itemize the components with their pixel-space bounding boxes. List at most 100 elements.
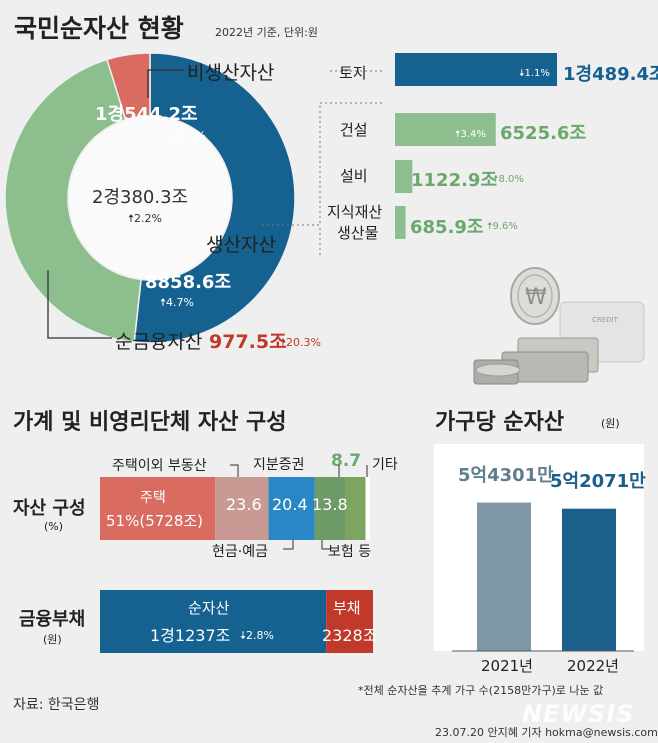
- per-household-unit: (원): [601, 417, 620, 430]
- equipment-label: 설비: [340, 167, 368, 185]
- land-change-value: 1.1%: [524, 68, 550, 79]
- ip-label-line2: 생산물: [337, 224, 379, 242]
- nonproductive-change: 🠇1.1%: [172, 127, 206, 146]
- net-assets-change: 🠇2.8%: [240, 627, 274, 646]
- newsis-watermark: NEWSIS: [522, 700, 635, 728]
- ip-change-value: 9.6%: [492, 221, 518, 232]
- down-arrow-icon: 🠇: [519, 68, 525, 79]
- down-arrow-icon: 🠇: [240, 629, 247, 642]
- other-realestate-segment: [215, 477, 269, 540]
- productive-label: 생산자산: [206, 234, 276, 256]
- nonproductive-value: 1경544.2조: [95, 104, 198, 125]
- source: 자료: 한국은행: [13, 697, 100, 713]
- housing-segment: [100, 477, 216, 540]
- cash-value: 20.4: [272, 495, 308, 514]
- equity-label: 지분증권: [253, 457, 305, 473]
- bar-2021: [477, 502, 531, 651]
- insurance-value: 13.8: [312, 495, 348, 514]
- construction-bar: [395, 113, 496, 146]
- unit-note: 2022년 기준, 단위:원: [215, 26, 318, 39]
- ip-value: 685.9조: [410, 217, 484, 238]
- productive-change-value: 4.7%: [166, 296, 194, 309]
- other-realestate-label: 주택이외 부동산: [112, 458, 207, 474]
- other-realestate-value: 23.6: [226, 495, 262, 514]
- page-title: 국민순자산 현황: [14, 14, 184, 43]
- land-value: 1경489.4조: [563, 64, 658, 85]
- equipment-change-value: 8.0%: [498, 174, 524, 185]
- per-household-title: 가구당 순자산: [435, 410, 565, 435]
- nonproductive-change-value: 1.1%: [178, 129, 206, 142]
- productive-value: 8858.6조: [145, 272, 232, 293]
- donut-slice-productive: [4, 58, 142, 343]
- nonproductive-leader-line: [147, 69, 184, 98]
- financial-change-value: 20.3%: [286, 336, 321, 349]
- up-arrow-icon: 🠅: [455, 129, 461, 140]
- cash-label: 현금·예금: [212, 544, 268, 560]
- etc-label: 기타: [372, 457, 398, 473]
- finance-unit: (원): [43, 633, 62, 646]
- card-text: CREDIT: [592, 316, 619, 324]
- financial-value: 977.5조: [209, 331, 287, 353]
- donut-center-change: 🠅2.2%: [128, 210, 162, 229]
- net-assets-value: 1경1237조: [150, 626, 231, 645]
- housing-name: 주택: [140, 490, 166, 506]
- bar-2022: [562, 508, 616, 651]
- up-arrow-icon: 🠅: [160, 296, 167, 309]
- money-illustration: CREDIT ₩: [473, 267, 645, 385]
- ip-label-line1: 지식재산: [327, 203, 383, 221]
- land-change: 🠇1.1%: [519, 66, 550, 83]
- coin-stack: [475, 363, 521, 377]
- equipment-change: 🠅8.0%: [493, 172, 524, 189]
- center-change-value: 2.2%: [134, 212, 162, 225]
- bar-2022-label: 5억2071만: [550, 471, 646, 492]
- financial-change: 🠅20.3%: [280, 334, 321, 353]
- year-2022: 2022년: [567, 657, 619, 675]
- footnote: *전체 순자산을 추계 가구 수(2158만가구)로 나눈 값: [358, 684, 604, 697]
- breakdown-bars: [395, 53, 557, 239]
- ip-bar: [395, 206, 406, 239]
- finance-bar: [100, 590, 373, 653]
- household-title: 가계 및 비영리단체 자산 구성: [13, 410, 287, 435]
- up-arrow-icon: 🠅: [280, 336, 287, 349]
- construction-value: 6525.6조: [500, 123, 587, 144]
- equipment-bar: [395, 160, 413, 193]
- debt-value: 2328조: [322, 626, 378, 645]
- land-label: 토지: [339, 64, 367, 82]
- productive-change: 🠅4.7%: [160, 294, 194, 313]
- breakdown-connectors: [262, 70, 385, 255]
- insurance-segment: [314, 477, 346, 540]
- cash-segment: [268, 477, 315, 540]
- up-arrow-icon: 🠅: [493, 174, 499, 185]
- per-household-chart: [434, 444, 644, 652]
- ip-change: 🠅9.6%: [487, 219, 518, 236]
- land-bar: [395, 53, 557, 86]
- equity-segment: [345, 477, 366, 540]
- up-arrow-icon: 🠅: [128, 212, 135, 225]
- won-symbol: ₩: [525, 285, 547, 310]
- financial-label: 순금융자산: [115, 331, 203, 353]
- donut-center-value: 2경380.3조: [92, 187, 189, 208]
- financial-leader-line: [47, 270, 112, 339]
- finance-label: 금융부채: [19, 609, 86, 630]
- debt-label: 부채: [333, 599, 361, 617]
- composition-label: 자산 구성: [13, 498, 86, 519]
- year-2021: 2021년: [481, 657, 533, 675]
- down-arrow-icon: 🠇: [172, 129, 179, 142]
- donut-chart: [4, 52, 296, 344]
- construction-change: 🠅3.4%: [455, 127, 486, 144]
- donut-hole: [69, 117, 231, 279]
- etc-segment: [365, 477, 370, 540]
- bar-2021-label: 5억4301만: [458, 465, 554, 486]
- donut-slice-financial: [106, 52, 151, 121]
- nonproductive-label: 비생산자산: [187, 62, 275, 84]
- composition-unit: (%): [44, 520, 64, 533]
- insurance-label: 보험 등: [328, 544, 372, 560]
- donut-slice-nonproductive: [133, 52, 296, 344]
- debt-segment: [326, 590, 373, 653]
- net-assets-segment: [100, 590, 327, 653]
- housing-value: 51%(5728조): [106, 512, 204, 530]
- equipment-value: 1122.9조: [411, 170, 498, 191]
- up-arrow-icon: 🠅: [487, 221, 493, 232]
- construction-label: 건설: [340, 121, 368, 139]
